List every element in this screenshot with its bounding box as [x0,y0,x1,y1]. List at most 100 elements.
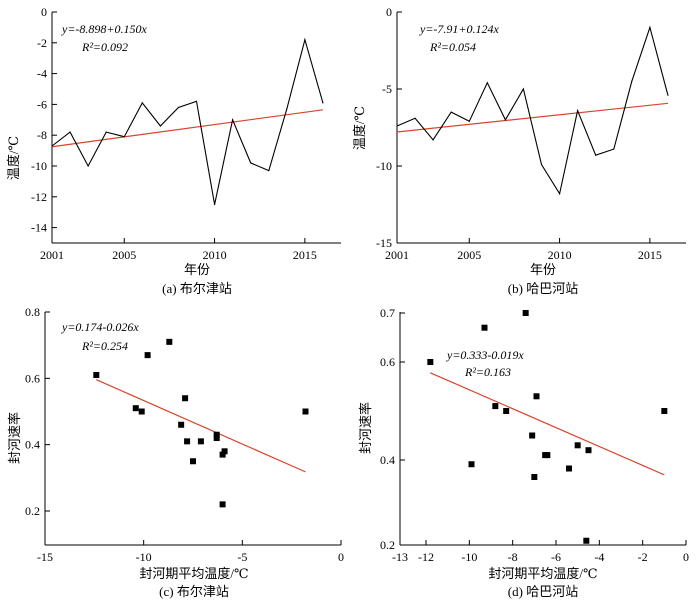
data-point [432,139,434,141]
x-tick-label: 2010 [203,248,227,262]
r-squared-label: R²=0.092 [81,40,128,54]
y-tick-label: 0.8 [25,305,40,319]
y-axis-label: 封河速率 [7,412,22,464]
y-tick-label: -5 [382,82,392,96]
data-point [123,136,125,138]
x-tick-label: -6 [551,550,561,564]
y-tick-label: 0.4 [25,438,40,452]
trend-line [96,379,306,473]
x-axis-label: 封河期平均温度/℃ [488,566,597,581]
y-tick-label: -6 [37,97,47,111]
data-point [486,82,488,84]
panel-caption: (a) 布尔津站 [162,281,232,296]
data-point [286,108,288,110]
scatter-point [544,452,551,459]
y-tick-label: 0.2 [25,504,40,518]
x-tick-label: 2010 [548,248,572,262]
x-tick-label: -10 [461,550,477,564]
data-point [322,102,324,104]
data-point [468,120,470,122]
scatter-point [221,448,228,455]
x-tick-label: 2015 [638,248,662,262]
data-point [195,100,198,102]
y-tick-label: 0 [41,5,47,19]
trend-line [51,109,324,148]
scatter-point [213,431,220,438]
series-line [51,37,324,205]
scatter-point [468,461,475,468]
scatter-point [531,474,538,480]
data-point [540,163,543,166]
trend-line [430,372,665,476]
scatter-point [492,403,499,410]
scatter-point [182,395,189,402]
x-tick-label: -15 [37,550,53,564]
x-tick-label: -2 [638,550,648,564]
data-point [141,102,143,104]
x-axis-label: 封河期平均温度/℃ [139,566,248,581]
data-point [268,170,270,172]
panel-caption: (d) 哈巴河站 [508,584,578,599]
scatter-point [302,408,309,415]
scatter-point [219,501,226,508]
data-point [577,109,579,112]
scatter-point [184,438,191,445]
chart-panel-4: 0.2 0.4 0.6 0.7 -13 -12 -10 -8 -6 -4 -2 0 封河期平均温度/℃ 封… [358,306,689,599]
x-axis-label: 年份 [530,262,556,277]
data-point [667,94,669,96]
x-tick-label: -13 [392,550,408,564]
regression-equation: y=-7.91+0.124x [419,22,500,36]
y-tick-label: 0 [386,5,392,19]
y-axis-label: 温度/℃ [352,106,367,150]
scatter-point [213,435,220,442]
x-tick-label: -8 [508,550,518,564]
scatter-point [144,352,151,359]
data-point [105,131,107,133]
panel-caption: (c) 布尔津站 [159,584,229,599]
x-tick-label: 2015 [293,248,317,262]
scatter-point [529,432,536,439]
data-point [613,148,615,150]
data-point [51,145,53,147]
scatter-point [132,405,139,412]
scatter-point [93,372,100,379]
scatter-point [566,465,572,472]
y-tick-label: 0.6 [25,371,40,385]
scatter-point [583,537,590,544]
x-tick-label: 2005 [457,248,481,262]
y-tick-label: -15 [376,236,392,250]
x-tick-label: 2005 [112,248,136,262]
x-tick-label: 0 [338,550,344,564]
data-point [504,119,506,121]
y-tick-label: 0.7 [380,306,395,320]
regression-equation: y=0.333-0.019x [446,348,524,362]
data-point [414,117,416,119]
chart-panel-1: 0 -2 -4 -6 -8 -10 -12 -14 2001 2005 2010 2015 年份 温度/℃… [6,5,341,296]
x-tick-label: 2001 [385,248,409,262]
data-point [213,203,216,206]
trend-line [396,102,669,133]
scatter-point [138,408,145,415]
y-tick-label: -2 [37,36,47,50]
x-tick-label: -5 [237,550,247,564]
scatter-point [178,421,185,428]
data-point [450,111,452,113]
regression-equation: y=0.174-0.026x [61,320,139,334]
r-squared-label: R²=0.254 [81,339,128,353]
data-point [631,80,633,82]
y-tick-label: -12 [31,190,47,204]
data-point [177,106,180,109]
panel-caption: (b) 哈巴河站 [508,281,578,296]
scatter-point [190,458,196,465]
scatter-point [585,447,592,454]
r-squared-label: R²=0.163 [464,365,511,379]
scatter-point [427,359,434,365]
data-point [396,125,398,127]
y-tick-label: -10 [376,159,392,173]
scatter-point [219,451,226,458]
regression-equation: y=-8.898+0.150x [61,22,148,36]
scatter-point [574,442,581,449]
scatter-point [166,338,173,345]
